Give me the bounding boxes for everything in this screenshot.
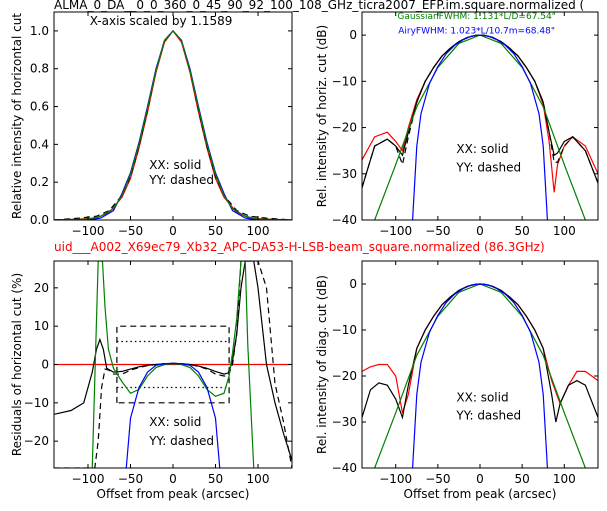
- y-tick-label: 20: [34, 281, 49, 295]
- plot-frame: [361, 11, 599, 221]
- x-tick-label: 50: [208, 472, 223, 486]
- x-tick-label: −100: [379, 472, 412, 486]
- chart-panels: −100 −50 0 50 1000.00.20.40.60.81.0Relative …: [10, 11, 599, 501]
- series-line-7: [125, 362, 221, 468]
- x-tick-label: 100: [553, 472, 576, 486]
- series-line-4: [411, 34, 549, 220]
- y-tick-label: −30: [332, 167, 357, 181]
- y-tick-label: 1.0: [30, 24, 49, 38]
- y-tick-label: −20: [332, 121, 357, 135]
- x-tick-label: 50: [515, 224, 530, 238]
- x-tick-label: −100: [72, 224, 105, 238]
- y-axis-label: Rel. intensity of horiz. cut (dB): [315, 25, 329, 207]
- x-tick-label: 0: [476, 472, 484, 486]
- x-tick-label: −100: [379, 224, 412, 238]
- chart-top_left: −100 −50 0 50 100 0.0 0.2 0.4 0.6 0.8 1.0 Relative …: [10, 11, 293, 238]
- y-axis-label: Rel. intensity of diag. cut (dB): [315, 275, 329, 454]
- plot-frame: [53, 11, 293, 221]
- series-group: [54, 261, 292, 468]
- series-line-1: [116, 325, 230, 404]
- annotation-text: YY: dashed: [455, 409, 521, 423]
- series-line-5: [54, 261, 292, 468]
- x-tick-label: 100: [247, 224, 270, 238]
- series-line-4: [54, 261, 292, 461]
- x-tick-label: −100: [72, 472, 105, 486]
- y-tick-label: −30: [332, 415, 357, 429]
- annotation-text: XX: solid: [456, 142, 508, 156]
- x-tick-label: 50: [208, 224, 223, 238]
- series-line-2: [374, 283, 586, 468]
- y-tick-label: −10: [332, 323, 357, 337]
- annotation-text: XX: solid: [456, 390, 508, 404]
- y-axis-label: Relative intensity of horizontal cut: [10, 13, 24, 219]
- y-tick-label: −10: [24, 396, 49, 410]
- annotation-text: X-axis scaled by 1.1589: [90, 14, 233, 28]
- y-tick-label: −10: [332, 74, 357, 88]
- series-line-3: [411, 283, 549, 468]
- x-tick-label: 100: [553, 224, 576, 238]
- annotation-text: GaussianFWHM: 1.131*L/D=67.54": [397, 12, 555, 22]
- series-line-2: [54, 30, 292, 220]
- y-tick-label: 0.8: [30, 62, 49, 76]
- y-tick-label: 0.0: [30, 213, 49, 227]
- y-tick-label: 0: [41, 358, 49, 372]
- series-group: [362, 283, 598, 468]
- middle-title: uid___A002_X69ec79_Xb32_APC-DA53-H-LSB-b…: [54, 240, 545, 254]
- y-tick-label: 0: [349, 277, 357, 291]
- x-tick-label: 0: [169, 224, 177, 238]
- series-line-0: [54, 29, 292, 220]
- x-axis-label: Offset from peak (arcsec): [404, 487, 557, 501]
- annotation-text: XX: solid: [149, 158, 201, 172]
- annotation-text: YY: dashed: [148, 173, 214, 187]
- y-axis-label: Residuals of horizontal cut (%): [10, 273, 24, 456]
- x-axis-label: Offset from peak (arcsec): [97, 487, 250, 501]
- x-tick-label: −50: [425, 224, 450, 238]
- annotation-text: YY: dashed: [455, 160, 521, 174]
- y-tick-label: 0: [349, 28, 357, 42]
- y-tick-label: 0.4: [30, 137, 49, 151]
- series-line-1: [54, 30, 292, 220]
- y-tick-label: −40: [332, 461, 357, 475]
- series-group: [362, 34, 598, 220]
- series-group: [54, 29, 292, 220]
- plot-frame: [361, 260, 599, 469]
- y-tick-label: 0.6: [30, 100, 49, 114]
- y-tick-label: 0.2: [30, 175, 49, 189]
- annotation-text: YY: dashed: [148, 434, 214, 448]
- x-tick-label: 0: [476, 224, 484, 238]
- x-tick-label: −50: [425, 472, 450, 486]
- y-tick-label: 10: [34, 319, 49, 333]
- annotation-text: AiryFWHM: 1.023*L/10.7m=68.48": [398, 27, 555, 37]
- x-tick-label: 0: [169, 472, 177, 486]
- top-title: ALMA_0_DA__0_0_360_0_45_90_92_100_108_GH…: [54, 0, 584, 12]
- x-tick-label: 50: [515, 472, 530, 486]
- y-tick-label: −20: [24, 434, 49, 448]
- y-tick-label: −40: [332, 213, 357, 227]
- x-tick-label: 100: [247, 472, 270, 486]
- series-line-3: [54, 30, 292, 220]
- x-tick-label: −50: [118, 472, 143, 486]
- y-tick-label: −20: [332, 369, 357, 383]
- annotation-text: XX: solid: [149, 415, 201, 429]
- x-tick-label: −50: [118, 224, 143, 238]
